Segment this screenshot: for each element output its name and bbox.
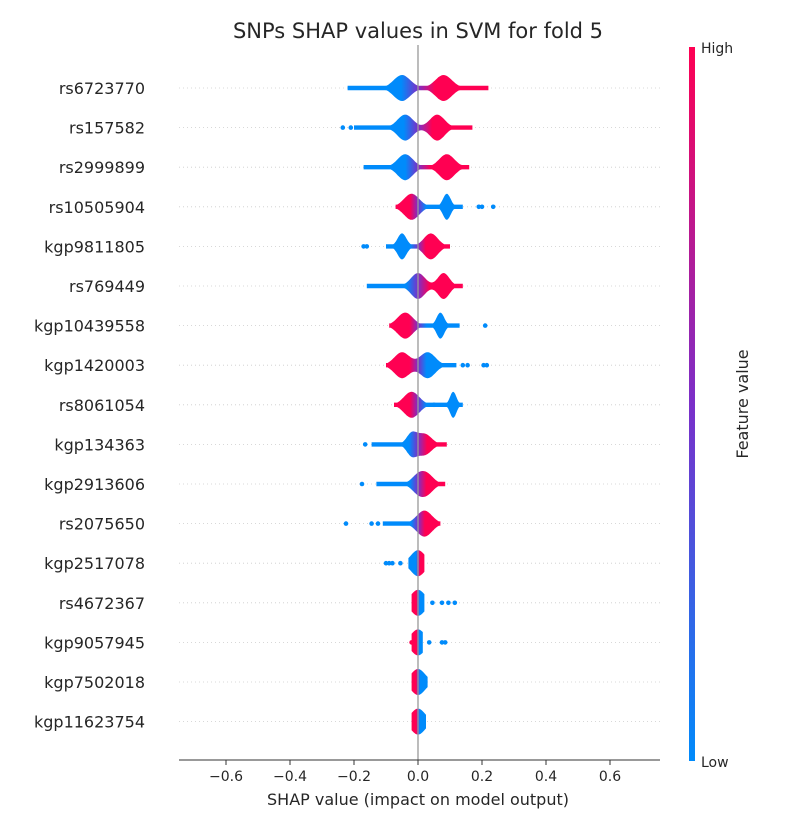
outlier-point <box>409 640 414 645</box>
outlier-point <box>362 442 368 447</box>
feature-label: kgp7502018 <box>44 673 145 692</box>
x-tick-label: 0.4 <box>535 769 557 785</box>
outlier-point <box>386 560 392 566</box>
violin-kgp10439558 <box>389 312 460 339</box>
violin-kgp9057945 <box>411 629 423 656</box>
outlier-point <box>361 244 366 249</box>
colorbar-low-label: Low <box>701 755 729 771</box>
feature-label: rs10505904 <box>49 198 145 217</box>
outlier-point <box>442 640 448 645</box>
violin-rs2075650 <box>382 510 441 537</box>
outlier-point <box>460 362 466 368</box>
outlier-point <box>452 600 458 606</box>
outlier-point <box>359 481 365 487</box>
x-tick-label: −0.4 <box>273 769 307 785</box>
x-tick-label: −0.6 <box>209 769 243 785</box>
outlier-point <box>398 560 403 566</box>
x-axis-ticks: −0.6 −0.4 −0.2 0.0 0.2 0.4 0.6 <box>209 760 621 785</box>
colorbar <box>689 47 695 761</box>
violin-kgp2517078 <box>408 550 425 577</box>
feature-label: rs157582 <box>69 119 145 138</box>
outlier-point <box>465 362 470 368</box>
outlier-point <box>375 521 381 526</box>
outlier-point <box>484 362 490 368</box>
outlier-point <box>439 640 445 645</box>
outlier-point <box>439 600 445 606</box>
x-tick-label: −0.2 <box>337 769 371 785</box>
feature-label: kgp11623754 <box>34 713 145 732</box>
x-axis-label: SHAP value (impact on model output) <box>267 790 569 809</box>
feature-label: kgp134363 <box>54 435 145 454</box>
feature-label: kgp10439558 <box>34 317 145 336</box>
outlier-point <box>426 640 432 645</box>
feature-label: rs769449 <box>69 277 145 296</box>
outlier-point <box>490 204 496 210</box>
outlier-point <box>343 521 349 526</box>
feature-label: kgp9811805 <box>44 237 145 256</box>
outlier-point <box>481 362 486 368</box>
feature-label: kgp9057945 <box>44 633 145 652</box>
outlier-point <box>369 521 374 526</box>
violin-rs2999899 <box>363 154 470 181</box>
violin-kgp1420003 <box>386 352 457 379</box>
feature-label: rs6723770 <box>59 79 145 98</box>
feature-label: rs8061054 <box>59 396 145 415</box>
x-tick-label: 0.0 <box>407 769 429 785</box>
x-tick-label: 0.6 <box>599 769 621 785</box>
feature-label: rs2075650 <box>59 515 145 534</box>
violin-rs10505904 <box>395 193 463 220</box>
colorbar-axis-label: Feature value <box>733 349 752 458</box>
feature-label: kgp1420003 <box>44 356 145 375</box>
outlier-point <box>482 323 488 328</box>
outlier-point <box>364 244 370 249</box>
violin-rs769449 <box>366 273 463 299</box>
violin-kgp134363 <box>371 431 447 458</box>
colorbar-high-label: High <box>701 41 733 57</box>
chart-title: SNPs SHAP values in SVM for fold 5 <box>233 19 603 43</box>
violin-kgp11623754 <box>411 708 426 735</box>
violin-rs157582 <box>354 114 473 141</box>
x-tick-label: 0.2 <box>471 769 493 785</box>
feature-label: rs4672367 <box>59 594 145 613</box>
outlier-point <box>348 125 354 130</box>
violin-kgp7502018 <box>411 669 428 695</box>
feature-label: kgp2913606 <box>44 475 145 494</box>
violin-rs8061054 <box>394 391 463 418</box>
outlier-point <box>383 560 389 566</box>
outlier-point <box>446 600 451 606</box>
feature-label: rs2999899 <box>59 158 145 177</box>
outlier-point <box>340 125 346 130</box>
outlier-point <box>431 402 437 408</box>
outlier-point <box>479 204 485 210</box>
feature-label: kgp2517078 <box>44 554 145 573</box>
outlier-point <box>390 560 395 566</box>
outlier-point <box>476 204 482 210</box>
feature-rows: rs6723770 rs157582 rs2999899 rs10505904 kgp9… <box>34 75 660 735</box>
outlier-point <box>430 600 435 606</box>
violin-kgp2913606 <box>376 471 446 497</box>
